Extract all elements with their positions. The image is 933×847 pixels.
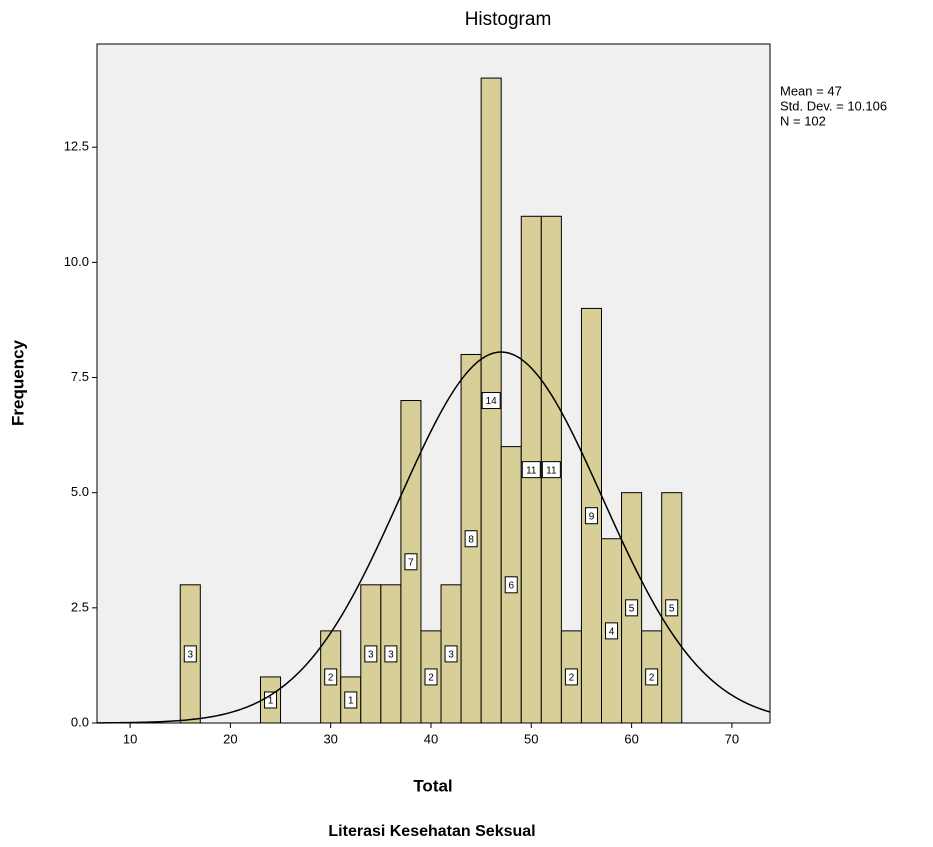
stat-mean: Mean = 47 bbox=[780, 83, 842, 98]
value-label: 9 bbox=[589, 511, 595, 522]
x-tick-label: 30 bbox=[323, 731, 337, 746]
value-label: 1 bbox=[268, 696, 274, 707]
y-tick-label: 7.5 bbox=[71, 369, 89, 384]
value-label: 3 bbox=[187, 650, 193, 661]
value-label: 8 bbox=[468, 534, 474, 545]
value-label: 3 bbox=[368, 650, 374, 661]
x-tick-label: 50 bbox=[524, 731, 538, 746]
caption: Literasi Kesehatan Seksual bbox=[328, 823, 535, 840]
value-label: 11 bbox=[526, 465, 537, 476]
value-label: 2 bbox=[649, 673, 655, 684]
value-label: 1 bbox=[348, 696, 354, 707]
value-label: 3 bbox=[448, 650, 454, 661]
y-tick-label: 2.5 bbox=[71, 599, 89, 614]
value-label: 2 bbox=[328, 673, 334, 684]
y-tick-label: 5.0 bbox=[71, 484, 89, 499]
value-label: 2 bbox=[569, 673, 575, 684]
value-label: 5 bbox=[669, 603, 675, 614]
y-tick-label: 0.0 bbox=[71, 714, 89, 729]
x-tick-label: 10 bbox=[123, 731, 137, 746]
chart-title: Histogram bbox=[465, 9, 552, 30]
value-label: 2 bbox=[428, 673, 434, 684]
value-label: 5 bbox=[629, 603, 635, 614]
value-label: 6 bbox=[508, 580, 514, 591]
x-axis-title: Total bbox=[413, 776, 452, 795]
y-tick-label: 12.5 bbox=[64, 139, 89, 154]
chart: Histogram Total Frequency Literasi Keseh… bbox=[0, 0, 933, 847]
value-label: 3 bbox=[388, 650, 394, 661]
y-axis-title: Frequency bbox=[8, 339, 27, 426]
x-tick-label: 70 bbox=[725, 731, 739, 746]
stat-sd: Std. Dev. = 10.106 bbox=[780, 98, 887, 113]
value-label: 11 bbox=[546, 465, 557, 476]
value-label: 14 bbox=[486, 396, 498, 407]
value-label: 4 bbox=[609, 627, 615, 638]
x-tick-label: 20 bbox=[223, 731, 237, 746]
y-tick-label: 10.0 bbox=[64, 254, 89, 269]
x-tick-label: 60 bbox=[624, 731, 638, 746]
value-label: 7 bbox=[408, 557, 414, 568]
stat-n: N = 102 bbox=[780, 113, 826, 128]
x-tick-label: 40 bbox=[424, 731, 438, 746]
